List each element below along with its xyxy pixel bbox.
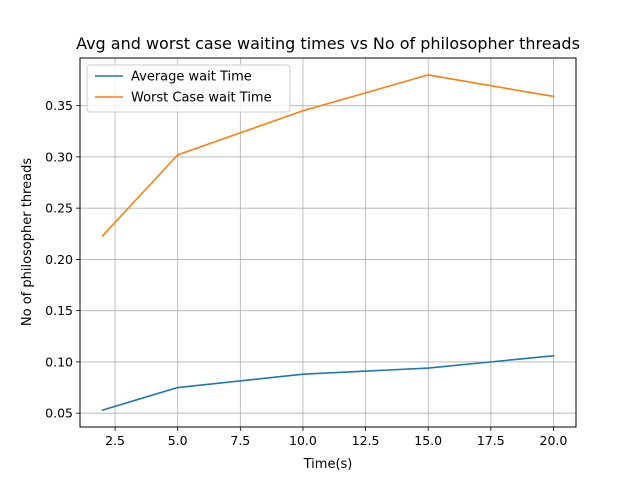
series-line-0: [101, 354, 555, 412]
y-tick-label: 0.15: [45, 303, 73, 318]
y-tick-label: 0.05: [45, 406, 73, 421]
series-group: [101, 74, 555, 412]
y-tick-label: 0.35: [45, 98, 73, 113]
x-tick-label: 20.0: [540, 433, 568, 448]
x-tick-label: 12.5: [352, 433, 380, 448]
axis-ticks: 2.5 5.0 7.5 10.0 12.5 15.0 17.5 20.0 0.05 0.10 0.1…: [45, 98, 567, 448]
x-tick-label: 7.5: [230, 433, 250, 448]
legend-label-1: Worst Case wait Time: [131, 91, 272, 106]
x-axis-title: Time(s): [303, 457, 353, 472]
x-tick-label: 10.0: [289, 433, 317, 448]
y-tick-label: 0.20: [45, 252, 73, 267]
x-tick-label: 17.5: [477, 433, 505, 448]
legend-label-0: Average wait Time: [131, 70, 252, 85]
legend-box: [86, 64, 291, 113]
legend: Average wait Time Worst Case wait Time: [86, 64, 291, 113]
x-tick-label: 15.0: [414, 433, 442, 448]
x-tick-label: 5.0: [168, 433, 188, 448]
y-tick-label: 0.30: [45, 149, 73, 164]
y-tick-label: 0.10: [45, 354, 73, 369]
plot-frame: [79, 57, 577, 428]
series-line-1: [101, 74, 555, 237]
y-axis-title: No of philosopher threads: [20, 158, 35, 326]
y-tick-label: 0.25: [45, 201, 73, 216]
chart-title: Avg and worst case waiting times vs No o…: [76, 34, 580, 53]
x-tick-label: 2.5: [105, 433, 125, 448]
